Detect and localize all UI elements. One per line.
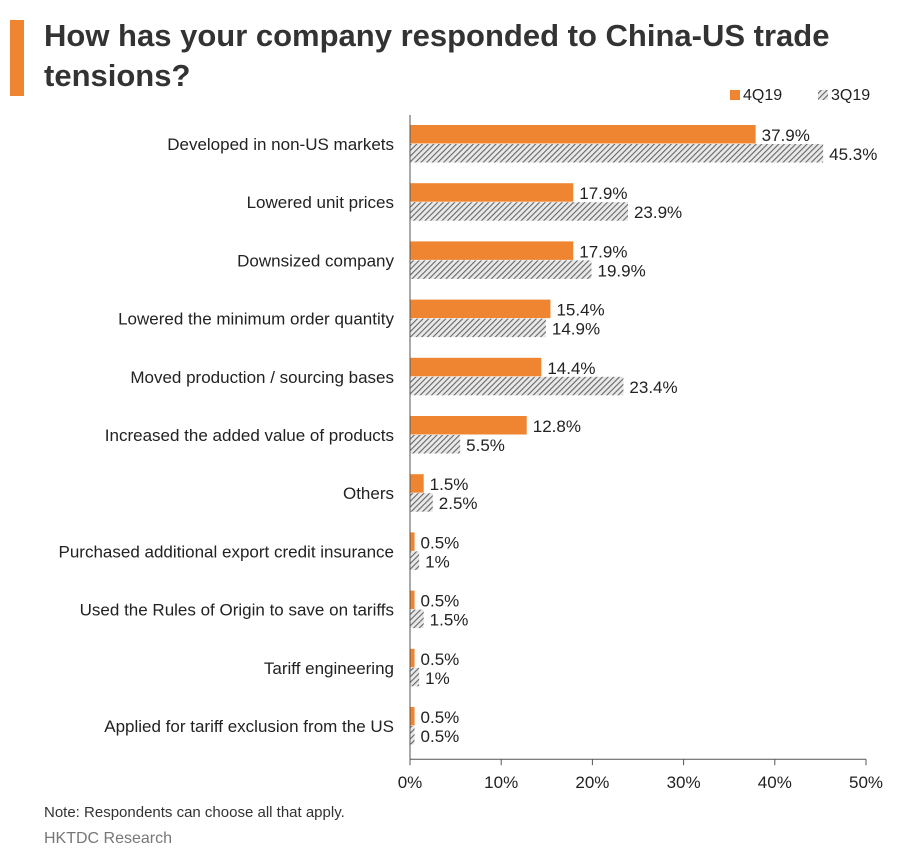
page-title: How has your company responded to China-… bbox=[44, 18, 830, 93]
x-tick-label: 30% bbox=[667, 773, 701, 792]
bar-4q19 bbox=[410, 299, 551, 319]
bar-4q19 bbox=[410, 707, 415, 726]
value-label-3q19: 23.9% bbox=[634, 203, 682, 222]
title-accent-bar bbox=[10, 20, 24, 96]
x-tick-label: 20% bbox=[575, 773, 609, 792]
bar-3q19 bbox=[410, 726, 415, 745]
value-label-4q19: 37.9% bbox=[762, 126, 810, 145]
bar-4q19 bbox=[410, 590, 415, 610]
category-label: Others bbox=[343, 484, 394, 503]
x-tick-label: 0% bbox=[398, 773, 423, 792]
bar-3q19 bbox=[410, 260, 592, 279]
bar-chart: 4Q19 3Q19 Developed in non-US markets 37.9… bbox=[59, 87, 884, 792]
category-label: Developed in non-US markets bbox=[167, 135, 394, 154]
bar-3q19 bbox=[410, 667, 420, 687]
category-label: Tariff engineering bbox=[264, 659, 394, 678]
bar-4q19 bbox=[410, 474, 424, 493]
bar-3q19 bbox=[410, 551, 420, 570]
bar-4q19 bbox=[410, 183, 574, 202]
legend: 4Q19 3Q19 bbox=[730, 87, 870, 104]
value-label-3q19: 0.5% bbox=[421, 727, 460, 746]
bar-4q19 bbox=[410, 241, 574, 260]
value-label-4q19: 15.4% bbox=[556, 301, 604, 320]
bar-3q19 bbox=[410, 202, 628, 221]
category-label: Lowered the minimum order quantity bbox=[118, 310, 394, 329]
legend-swatch-3q19 bbox=[818, 90, 828, 100]
bar-3q19 bbox=[410, 318, 546, 338]
value-label-4q19: 0.5% bbox=[421, 533, 460, 552]
category-label: Moved production / sourcing bases bbox=[130, 368, 394, 387]
source-label: HKTDC Research bbox=[44, 830, 173, 847]
bar-4q19 bbox=[410, 648, 415, 668]
value-label-3q19: 2.5% bbox=[439, 494, 478, 513]
category-label: Applied for tariff exclusion from the US bbox=[104, 717, 394, 736]
category-label: Downsized company bbox=[237, 251, 394, 270]
bar-3q19 bbox=[410, 493, 433, 512]
value-label-3q19: 1% bbox=[425, 669, 450, 688]
category-label: Increased the added value of products bbox=[105, 426, 394, 445]
category-label: Lowered unit prices bbox=[247, 193, 394, 212]
value-label-4q19: 14.4% bbox=[547, 359, 595, 378]
x-tick-label: 40% bbox=[758, 773, 792, 792]
legend-swatch-4q19 bbox=[730, 90, 740, 100]
category-label: Used the Rules of Origin to save on tari… bbox=[80, 601, 394, 620]
bar-4q19 bbox=[410, 125, 756, 144]
value-label-3q19: 1.5% bbox=[430, 611, 469, 630]
value-label-3q19: 45.3% bbox=[829, 145, 877, 164]
bars: Developed in non-US markets 37.9% 45.3% Low… bbox=[59, 125, 877, 746]
value-label-4q19: 12.8% bbox=[533, 417, 581, 436]
x-axis: 0% 10% 20% 30% 40% 50% bbox=[398, 115, 883, 792]
footnote: Note: Respondents can choose all that ap… bbox=[44, 804, 345, 821]
legend-label-3q19: 3Q19 bbox=[831, 87, 870, 104]
value-label-4q19: 0.5% bbox=[421, 592, 460, 611]
legend-label-4q19: 4Q19 bbox=[743, 87, 782, 104]
bar-4q19 bbox=[410, 357, 542, 377]
bar-3q19 bbox=[410, 609, 424, 629]
bar-4q19 bbox=[410, 532, 415, 551]
value-label-3q19: 23.4% bbox=[629, 378, 677, 397]
bar-3q19 bbox=[410, 376, 624, 396]
x-tick-label: 50% bbox=[849, 773, 883, 792]
value-label-3q19: 19.9% bbox=[597, 261, 645, 280]
value-label-4q19: 1.5% bbox=[430, 475, 469, 494]
value-label-3q19: 5.5% bbox=[466, 436, 505, 455]
value-label-3q19: 1% bbox=[425, 552, 450, 571]
bar-3q19 bbox=[410, 435, 461, 454]
value-label-4q19: 0.5% bbox=[421, 650, 460, 669]
value-label-4q19: 17.9% bbox=[579, 184, 627, 203]
bar-3q19 bbox=[410, 144, 824, 163]
x-tick-label: 10% bbox=[484, 773, 518, 792]
value-label-3q19: 14.9% bbox=[552, 320, 600, 339]
bar-4q19 bbox=[410, 416, 527, 435]
value-label-4q19: 17.9% bbox=[579, 242, 627, 261]
value-label-4q19: 0.5% bbox=[421, 708, 460, 727]
category-label: Purchased additional export credit insur… bbox=[59, 542, 394, 561]
